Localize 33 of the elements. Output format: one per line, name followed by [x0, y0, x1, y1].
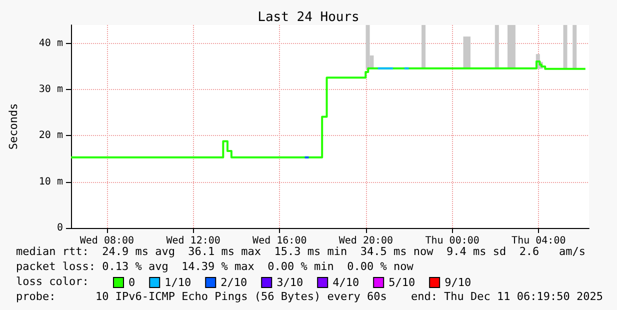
- bar: [494, 25, 499, 69]
- legend-label: 3/10: [276, 276, 304, 289]
- legend-label: 0: [128, 276, 136, 289]
- chart-title: Last 24 Hours: [258, 10, 360, 25]
- x-tick-label: Thu 04:00: [512, 236, 566, 246]
- y-tick-label: 10 m: [38, 176, 63, 188]
- bar: [511, 25, 516, 69]
- bar: [466, 36, 470, 69]
- x-tick-label: Thu 00:00: [425, 236, 480, 246]
- bar: [366, 25, 370, 69]
- y-axis-title: Seconds: [7, 103, 20, 150]
- legend-label: 2/10: [220, 276, 248, 289]
- text: median rtt: 24.9 ms avg 36.1 ms max 15.3 ms min 34.5 ms now 9.4 ms sd 2.6 am/s: [16, 245, 586, 258]
- x-tick-label: Wed 08:00: [80, 236, 134, 246]
- legend-label: 4/10: [332, 276, 360, 289]
- text: probe: 10 IPv6-ICMP Echo Pings (56 Bytes) every 60s: [16, 290, 387, 303]
- x-tick-label: Wed 16:00: [252, 236, 307, 246]
- text: end: Thu Dec 11 06:19:50 2025: [410, 290, 604, 303]
- y-tick-label: 30 m: [38, 84, 63, 96]
- legend-label: 5/10: [388, 276, 416, 289]
- bar: [572, 25, 577, 69]
- x-tick-label: Wed 20:00: [338, 236, 394, 246]
- bar: [563, 25, 568, 69]
- y-tick-label: 20 m: [38, 130, 63, 142]
- y-tick-label: 0: [56, 222, 63, 234]
- legend-label: 1/10: [164, 276, 192, 289]
- bar: [508, 25, 512, 69]
- x-tick-label: Wed 12:00: [166, 236, 220, 246]
- bar: [422, 25, 426, 69]
- text: packet loss: 0.13 % avg 14.39 % max 0.00 % min 0.00 % now: [16, 260, 414, 273]
- text: loss color:: [16, 275, 89, 288]
- legend-label: 9/10: [444, 276, 472, 289]
- y-tick-label: 40 m: [38, 38, 63, 49]
